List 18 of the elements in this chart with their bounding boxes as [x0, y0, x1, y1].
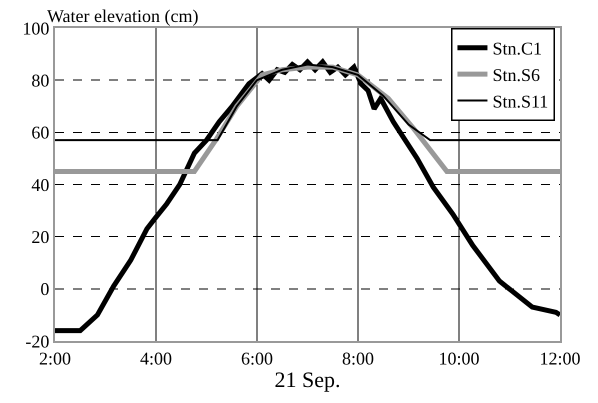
- y-tick-label: 20: [31, 226, 50, 247]
- x-tick-label: 2:00: [38, 348, 72, 369]
- legend-label: Stn.C1: [492, 38, 542, 59]
- y-tick-label: -20: [25, 331, 50, 352]
- y-tick-label: 0: [40, 279, 50, 300]
- y-tick-label: 100: [22, 18, 50, 38]
- x-axis-title: 21 Sep.: [274, 367, 340, 392]
- y-axis-title: Water elevation (cm): [47, 6, 198, 26]
- y-tick-label: 60: [31, 122, 50, 143]
- x-tick-label: 10:00: [438, 348, 480, 369]
- x-tick-label: 6:00: [240, 348, 274, 369]
- legend-label: Stn.S11: [492, 92, 548, 112]
- x-tick-label: 12:00: [539, 348, 581, 369]
- y-tick-label: 80: [31, 70, 50, 90]
- x-tick-label: 4:00: [140, 348, 172, 369]
- legend-label: Stn.S6: [492, 65, 540, 86]
- y-tick-label: 40: [31, 174, 50, 195]
- x-tick-label: 8:00: [342, 348, 374, 369]
